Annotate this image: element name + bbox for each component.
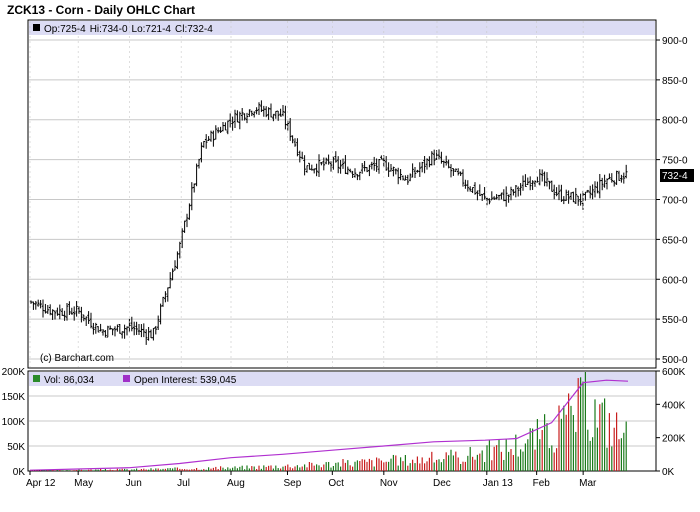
- volume-axis-left: 200K 150K 100K 50K 0K: [2, 367, 26, 478]
- oi-legend-marker-icon: [123, 375, 130, 382]
- x-tick-label: Aug: [227, 478, 245, 489]
- price-legend-band: [29, 21, 655, 35]
- volume-tick-label: 100K: [2, 417, 26, 428]
- oi-tick-label: 600K: [662, 367, 686, 378]
- volume-bars: [30, 372, 627, 471]
- price-bars: [29, 100, 628, 345]
- price-tick-label: 650-0: [662, 235, 688, 246]
- legend-low: Lo:721-4: [132, 24, 172, 35]
- x-tick-label: Jun: [126, 478, 142, 489]
- legend-open-interest: Open Interest: 539,045: [134, 375, 237, 386]
- volume-tick-label: 150K: [2, 392, 26, 403]
- volume-legend-band: [29, 372, 655, 386]
- open-interest-line: [29, 379, 629, 471]
- x-tick-label: Nov: [380, 478, 398, 489]
- x-tick-label: Sep: [283, 478, 301, 489]
- volume-tick-label: 200K: [2, 367, 26, 378]
- price-tick-label: 850-0: [662, 76, 688, 87]
- x-tick-label: Apr 12: [26, 478, 56, 489]
- oi-tick-label: 200K: [662, 434, 686, 445]
- price-grid: [29, 39, 655, 360]
- legend-open: Op:725-4: [44, 24, 86, 35]
- volume-grid: [29, 395, 655, 447]
- x-tick-label: Jul: [177, 478, 190, 489]
- x-tick-label: Dec: [433, 478, 451, 489]
- legend-volume: Vol: 86,034: [44, 375, 94, 386]
- x-tick-label: Jan 13: [483, 478, 513, 489]
- volume-axis-right: 600K 400K 200K 0K: [656, 367, 686, 478]
- price-axis: 900-0 850-0 800-0 750-0 700-0 650-0 600-0 550-0…: [656, 36, 688, 366]
- last-price-label: 732-4: [662, 171, 688, 182]
- x-tick-label: Feb: [533, 478, 551, 489]
- x-tick-label: Mar: [579, 478, 597, 489]
- chart-title: ZCK13 - Corn - Daily OHLC Chart: [7, 3, 195, 17]
- price-tick-label: 900-0: [662, 36, 688, 47]
- ohlc-legend-marker-icon: [33, 24, 40, 31]
- oi-tick-label: 0K: [662, 467, 675, 478]
- volume-legend-marker-icon: [33, 375, 40, 382]
- price-panel: [27, 19, 657, 369]
- price-tick-label: 800-0: [662, 116, 688, 127]
- legend-high: Hi:734-0: [90, 24, 128, 35]
- copyright: (c) Barchart.com: [40, 353, 114, 364]
- price-tick-label: 550-0: [662, 315, 688, 326]
- volume-tick-label: 50K: [7, 442, 25, 453]
- price-tick-label: 700-0: [662, 196, 688, 207]
- x-axis: Apr 12 May Jun Jul Aug Sep Oct Nov Dec Jan 13 Feb M…: [26, 21, 597, 489]
- legend-close: Cl:732-4: [175, 24, 213, 35]
- volume-tick-label: 0K: [13, 467, 26, 478]
- price-tick-label: 600-0: [662, 275, 688, 286]
- x-tick-label: May: [74, 478, 93, 489]
- price-tick-label: 500-0: [662, 355, 688, 366]
- price-tick-label: 750-0: [662, 156, 688, 167]
- last-price-tag: [660, 169, 694, 182]
- oi-tick-label: 400K: [662, 400, 686, 411]
- x-tick-label: Oct: [328, 478, 344, 489]
